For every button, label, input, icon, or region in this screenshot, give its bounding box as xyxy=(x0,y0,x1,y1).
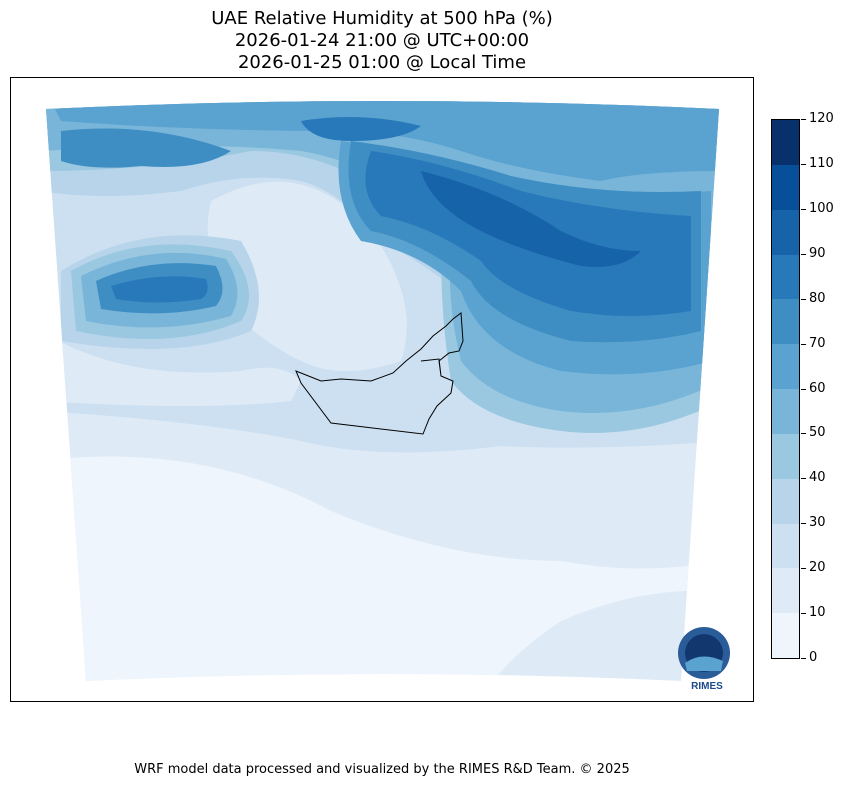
colorbar-tick-label: 30 xyxy=(809,515,826,531)
title-line-2: 2026-01-24 21:00 @ UTC+00:00 xyxy=(234,30,530,51)
humidity-contour-70-80 xyxy=(61,128,231,168)
colorbar-tick xyxy=(801,163,806,165)
colorbar-bin xyxy=(772,478,799,524)
colorbar-tick-label: 10 xyxy=(809,605,826,621)
title-line-1: UAE Relative Humidity at 500 hPa (%) xyxy=(211,8,553,29)
colorbar-tick-label: 80 xyxy=(809,290,826,306)
colorbar-tick xyxy=(801,568,806,570)
colorbar-tick xyxy=(801,119,806,120)
map-axes: RIMES xyxy=(10,77,754,702)
colorbar-tick-label: 60 xyxy=(809,380,826,396)
svg-text:RIMES: RIMES xyxy=(691,681,723,692)
colorbar-tick xyxy=(801,208,806,210)
colorbar-tick xyxy=(801,613,806,615)
colorbar-tick-label: 110 xyxy=(809,155,834,171)
title-line-3: 2026-01-25 01:00 @ Local Time xyxy=(237,52,527,73)
colorbar-tick xyxy=(801,343,806,345)
colorbar-tick xyxy=(801,658,806,659)
colorbar-bin xyxy=(772,523,799,569)
colorbar-bin xyxy=(772,120,799,165)
rimes-logo: RIMES xyxy=(678,627,730,692)
humidity-contour-0-10 xyxy=(46,456,719,681)
colorbar-tick-label: 40 xyxy=(809,470,826,486)
colorbar-bin xyxy=(772,389,799,434)
humidity-contour-80-90 xyxy=(111,276,208,303)
colorbar-bin xyxy=(772,209,799,255)
footer-credit: WRF model data processed and visualized … xyxy=(134,762,630,777)
humidity-contour-90-100 xyxy=(421,171,641,267)
uae-border xyxy=(295,312,464,435)
colorbar-tick-label: 20 xyxy=(809,560,826,576)
colorbar-tick xyxy=(801,388,806,390)
humidity-contour-60-70 xyxy=(51,101,719,181)
colorbar-bin xyxy=(772,613,799,658)
colorbar-bin xyxy=(772,164,799,210)
colorbar-tick-label: 0 xyxy=(809,650,818,665)
colorbar-tick xyxy=(801,253,806,255)
colorbar-bin xyxy=(772,299,799,345)
colorbar-tick-label: 100 xyxy=(809,200,834,216)
colorbar-tick xyxy=(801,523,806,525)
colorbar-tick-label: 90 xyxy=(809,245,826,261)
colorbar-bin xyxy=(772,433,799,479)
humidity-contour-10-20 xyxy=(46,331,301,406)
colorbar-tick xyxy=(801,433,806,435)
colorbar-tick xyxy=(801,298,806,300)
colorbar-bin xyxy=(772,344,799,389)
colorbar-bin xyxy=(772,568,799,614)
colorbar xyxy=(771,119,800,659)
humidity-map: RIMES xyxy=(46,101,730,692)
colorbar-tick-label: 120 xyxy=(809,111,834,126)
colorbar-bin xyxy=(772,254,799,300)
humidity-contour-80-90 xyxy=(301,117,421,141)
colorbar-tick xyxy=(801,478,806,480)
colorbar-tick-label: 70 xyxy=(809,335,826,351)
colorbar-tick-label: 50 xyxy=(809,425,826,441)
